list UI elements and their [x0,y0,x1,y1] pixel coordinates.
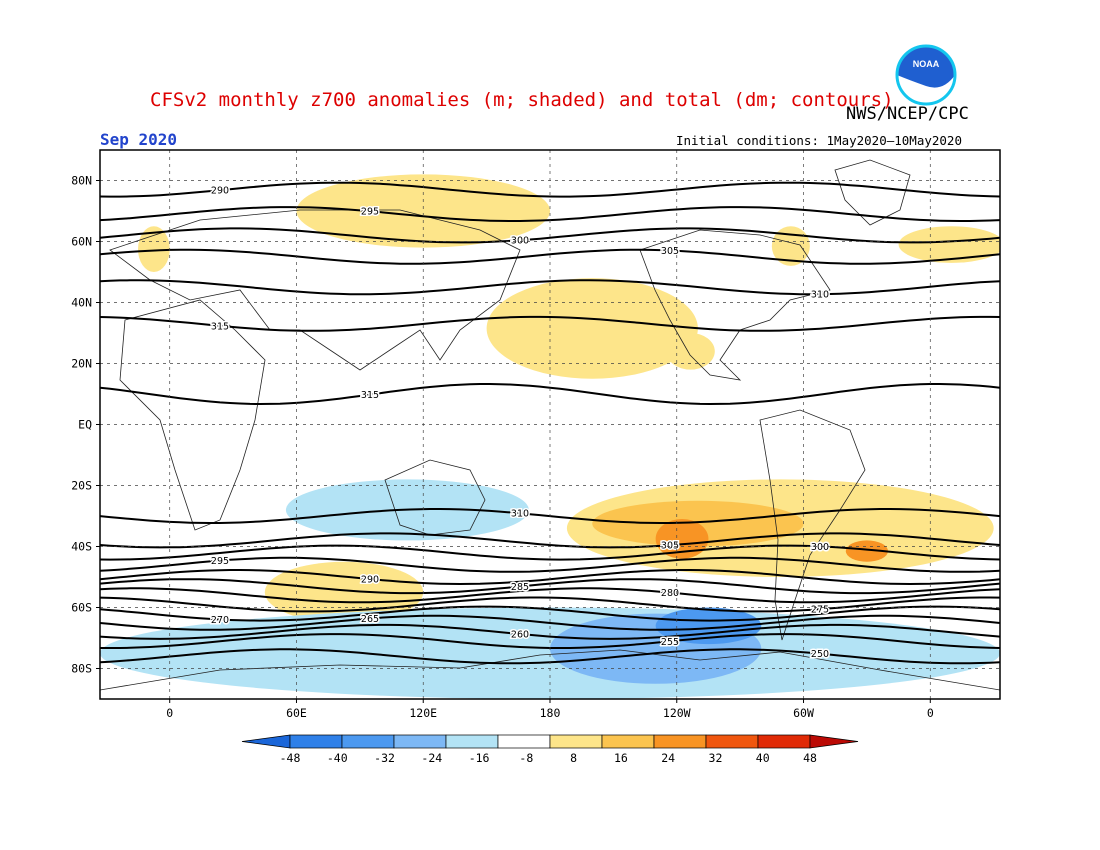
latitude-tick-label: 20N [71,357,92,371]
contour-label: 310 [811,290,829,301]
colorbar-segment [653,734,707,749]
longitude-tick-label: 60W [793,706,814,720]
colorbar-label: -40 [327,751,348,765]
contour-label: 310 [511,509,529,520]
colorbar-segment [601,734,655,749]
contour-line [100,587,1000,604]
colorbar-segment [705,734,759,749]
longitude-tick-label: 180 [540,706,561,720]
gridlines [100,150,1000,699]
contour-label: 315 [211,321,229,332]
latitude-tick-label: 40N [71,296,92,310]
contour-line [100,315,1000,332]
contour-label: 300 [811,542,829,553]
colorbar: -48 -40 -32 -24 -16 -8 8 16 24 32 40 48 [241,734,859,765]
initial-conditions: Initial conditions: 1May2020–10May2020 [676,133,962,148]
latitude-tick-label: 80N [71,174,92,188]
longitude-tick-label: 0 [927,706,934,720]
contour-label: 250 [811,649,829,660]
contour-label: 255 [661,637,679,648]
organization-label: NWS/NCEP/CPC [846,104,969,124]
contour-label: 265 [361,614,379,625]
longitude-tick-label: 0 [166,706,173,720]
contour-label: 315 [361,390,379,401]
longitude-tick-label: 120W [663,706,691,720]
colorbar-label: 24 [661,751,675,765]
latitude-tick-label: EQ [78,418,92,432]
contour-line [100,383,1000,406]
noaa-logo-icon: NOAA [895,44,957,106]
contour-label: 290 [211,186,229,197]
logo-lettering: NOAA [913,59,940,69]
figure-title: CFSv2 monthly z700 anomalies (m; shaded)… [150,89,894,111]
greenland-outline [834,159,911,226]
colorbar-segment [289,734,343,749]
colorbar-label: -32 [374,751,395,765]
colorbar-label: 8 [570,751,577,765]
anomaly-patch [666,333,715,370]
contour-line [100,227,1000,244]
contour-label: 295 [211,556,229,567]
contour-line [100,623,1000,640]
anomaly-patch [655,519,709,559]
longitude-axis-labels: 0 60E 120E 180 120W 60W 0 [166,699,934,720]
contour-label: 305 [661,246,679,257]
contour-line [100,596,1000,613]
contour-label: 260 [511,630,529,641]
latitude-axis-labels: 80N 60N 40N 20N EQ 20S 40S 60S 80S [71,174,100,676]
anomaly-patch [486,278,698,379]
contour-line [100,605,1000,622]
latitude-tick-label: 40S [71,540,92,554]
forecast-month: Sep 2020 [100,130,178,149]
africa-outline [119,299,266,531]
colorbar-segment [393,734,447,749]
colorbar-label: -8 [519,751,533,765]
latitude-tick-label: 80S [71,662,92,676]
australia-outline [384,459,486,536]
antarctica-outline [100,649,1000,691]
colorbar-label: -16 [469,751,490,765]
contour-label: 270 [211,615,229,626]
anomaly-patch [100,607,1000,699]
contour-line [100,181,1000,198]
latitude-tick-label: 20S [71,479,92,493]
colorbar-segment [497,734,551,749]
eurasia-outline [109,209,521,371]
contour-label: 295 [361,207,379,218]
colorbar-label: 48 [803,751,817,765]
anomaly-patch [898,226,1000,263]
colorbar-label: 32 [709,751,723,765]
colorbar-label: -48 [280,751,301,765]
contour-line [100,544,1000,561]
colorbar-label: -24 [421,751,442,765]
colorbar-segment [757,734,811,749]
longitude-tick-label: 120E [409,706,437,720]
latitude-tick-label: 60N [71,235,92,249]
latitude-tick-label: 60S [71,601,92,615]
colorbar-arrow-left [241,734,291,749]
colorbar-segment [549,734,603,749]
contour-label: 285 [511,582,529,593]
contour-line [100,248,1000,265]
colorbar-label: 40 [756,751,770,765]
colorbar-arrow-right [809,734,859,749]
colorbar-segment [341,734,395,749]
contour-line [100,578,1000,595]
contour-label: 275 [811,605,829,616]
anomaly-patch [845,540,889,562]
colorbar-label: 16 [614,751,628,765]
longitude-tick-label: 60E [286,706,307,720]
contour-label: 290 [361,575,379,586]
contour-line [100,279,1000,296]
contour-label: 280 [661,588,679,599]
colorbar-segment [445,734,499,749]
contour-line [100,614,1000,631]
